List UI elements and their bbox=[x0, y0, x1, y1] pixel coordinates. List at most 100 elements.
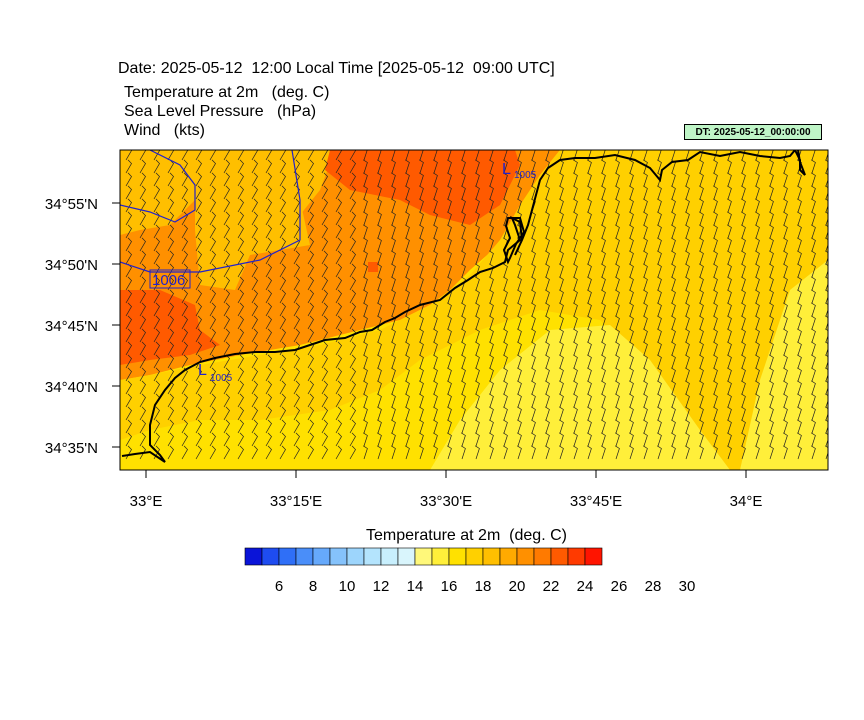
wind-barb bbox=[587, 302, 592, 317]
wind-barb bbox=[699, 380, 704, 395]
colorbar-swatch bbox=[482, 547, 501, 566]
wind-barb bbox=[209, 237, 216, 252]
wind-barb bbox=[405, 419, 410, 434]
wind-barb bbox=[489, 150, 494, 161]
wind-barb bbox=[489, 263, 494, 278]
wind-barb bbox=[573, 328, 578, 343]
wind-barb bbox=[475, 432, 480, 447]
wind-barb bbox=[741, 185, 746, 200]
wind-barb bbox=[195, 250, 202, 265]
wind-barb bbox=[419, 211, 424, 226]
wind-barb bbox=[335, 198, 342, 213]
wind-barb bbox=[265, 328, 272, 343]
colorbar-swatch bbox=[499, 547, 518, 566]
wind-barb bbox=[727, 211, 732, 226]
wind-barb bbox=[545, 237, 550, 252]
wind-barb bbox=[783, 250, 788, 265]
wind-barb bbox=[503, 302, 508, 317]
wind-barb bbox=[195, 445, 202, 460]
wind-barb bbox=[209, 172, 216, 187]
wind-barb bbox=[727, 263, 732, 278]
wind-barb bbox=[321, 263, 328, 278]
wind-barb bbox=[797, 263, 802, 278]
wind-barb bbox=[769, 172, 774, 187]
wind-barb bbox=[139, 328, 146, 343]
wind-barb bbox=[433, 237, 438, 252]
wind-barb bbox=[377, 341, 382, 356]
wind-barb bbox=[517, 276, 522, 291]
wind-barb bbox=[391, 393, 396, 408]
wind-barb bbox=[419, 276, 424, 291]
wind-barb bbox=[377, 237, 382, 252]
wind-barb bbox=[685, 354, 690, 369]
wind-barb bbox=[237, 211, 244, 226]
wind-barb bbox=[391, 328, 396, 343]
wind-barb bbox=[419, 263, 424, 278]
wind-barb bbox=[517, 354, 522, 369]
wind-barb bbox=[811, 263, 816, 278]
wind-barb bbox=[279, 354, 286, 369]
wind-barb bbox=[461, 211, 466, 226]
wind-barb bbox=[419, 289, 424, 304]
wind-barb bbox=[741, 172, 746, 187]
wind-barb bbox=[531, 328, 536, 343]
wind-barb bbox=[573, 276, 578, 291]
low-marker-south: L bbox=[198, 362, 207, 379]
wind-barb bbox=[671, 341, 676, 356]
wind-barb bbox=[461, 419, 466, 434]
wind-barb bbox=[755, 276, 760, 291]
wind-barb bbox=[307, 380, 314, 395]
wind-barb bbox=[335, 367, 342, 382]
wind-barb bbox=[223, 406, 230, 421]
wind-barb bbox=[321, 211, 328, 226]
wind-barb bbox=[559, 419, 564, 434]
wind-barb bbox=[181, 380, 188, 395]
wind-barb bbox=[601, 198, 606, 213]
wind-barb bbox=[769, 406, 774, 421]
wind-barb bbox=[279, 302, 286, 317]
wind-barb bbox=[279, 211, 286, 226]
wind-barb bbox=[783, 276, 788, 291]
wind-barb bbox=[755, 211, 760, 226]
wind-barb bbox=[825, 276, 828, 291]
colorbar-swatch bbox=[516, 547, 535, 566]
wind-barb bbox=[237, 341, 244, 356]
wind-barb bbox=[657, 198, 662, 213]
wind-barb bbox=[433, 354, 438, 369]
wind-barb bbox=[125, 198, 132, 213]
wind-barb bbox=[139, 172, 146, 187]
wind-barb bbox=[391, 159, 396, 174]
wind-barb bbox=[559, 237, 564, 252]
wind-barb bbox=[587, 367, 592, 382]
wind-barb bbox=[699, 224, 704, 239]
isobar-label-south: 1005 bbox=[210, 373, 233, 384]
wind-barb bbox=[741, 341, 746, 356]
wind-barb bbox=[489, 159, 494, 174]
wind-barb bbox=[643, 419, 648, 434]
wind-barb bbox=[181, 211, 188, 226]
wind-barb bbox=[237, 354, 244, 369]
wind-barb bbox=[237, 237, 244, 252]
wind-barb bbox=[587, 185, 592, 200]
lon-label-2: 33°15'E bbox=[270, 493, 322, 510]
wind-barb bbox=[391, 445, 396, 460]
wind-barb bbox=[797, 328, 802, 343]
wind-barb bbox=[405, 150, 410, 161]
wind-barb bbox=[419, 185, 424, 200]
wind-barb bbox=[503, 406, 508, 421]
wind-barb bbox=[447, 341, 452, 356]
wind-barb bbox=[293, 406, 300, 421]
wind-barb bbox=[797, 250, 802, 265]
wind-barb bbox=[447, 302, 452, 317]
wind-barb bbox=[713, 328, 718, 343]
wind-barb bbox=[265, 289, 272, 304]
wind-barb bbox=[741, 150, 746, 161]
wind-barb bbox=[349, 315, 356, 330]
wind-barb bbox=[685, 224, 690, 239]
wind-barb bbox=[517, 315, 522, 330]
coastline bbox=[121, 150, 806, 463]
wind-barb bbox=[195, 341, 202, 356]
wind-barb bbox=[433, 289, 438, 304]
wind-barb bbox=[489, 445, 494, 460]
lat-label-3: 34°45'N bbox=[45, 318, 98, 335]
